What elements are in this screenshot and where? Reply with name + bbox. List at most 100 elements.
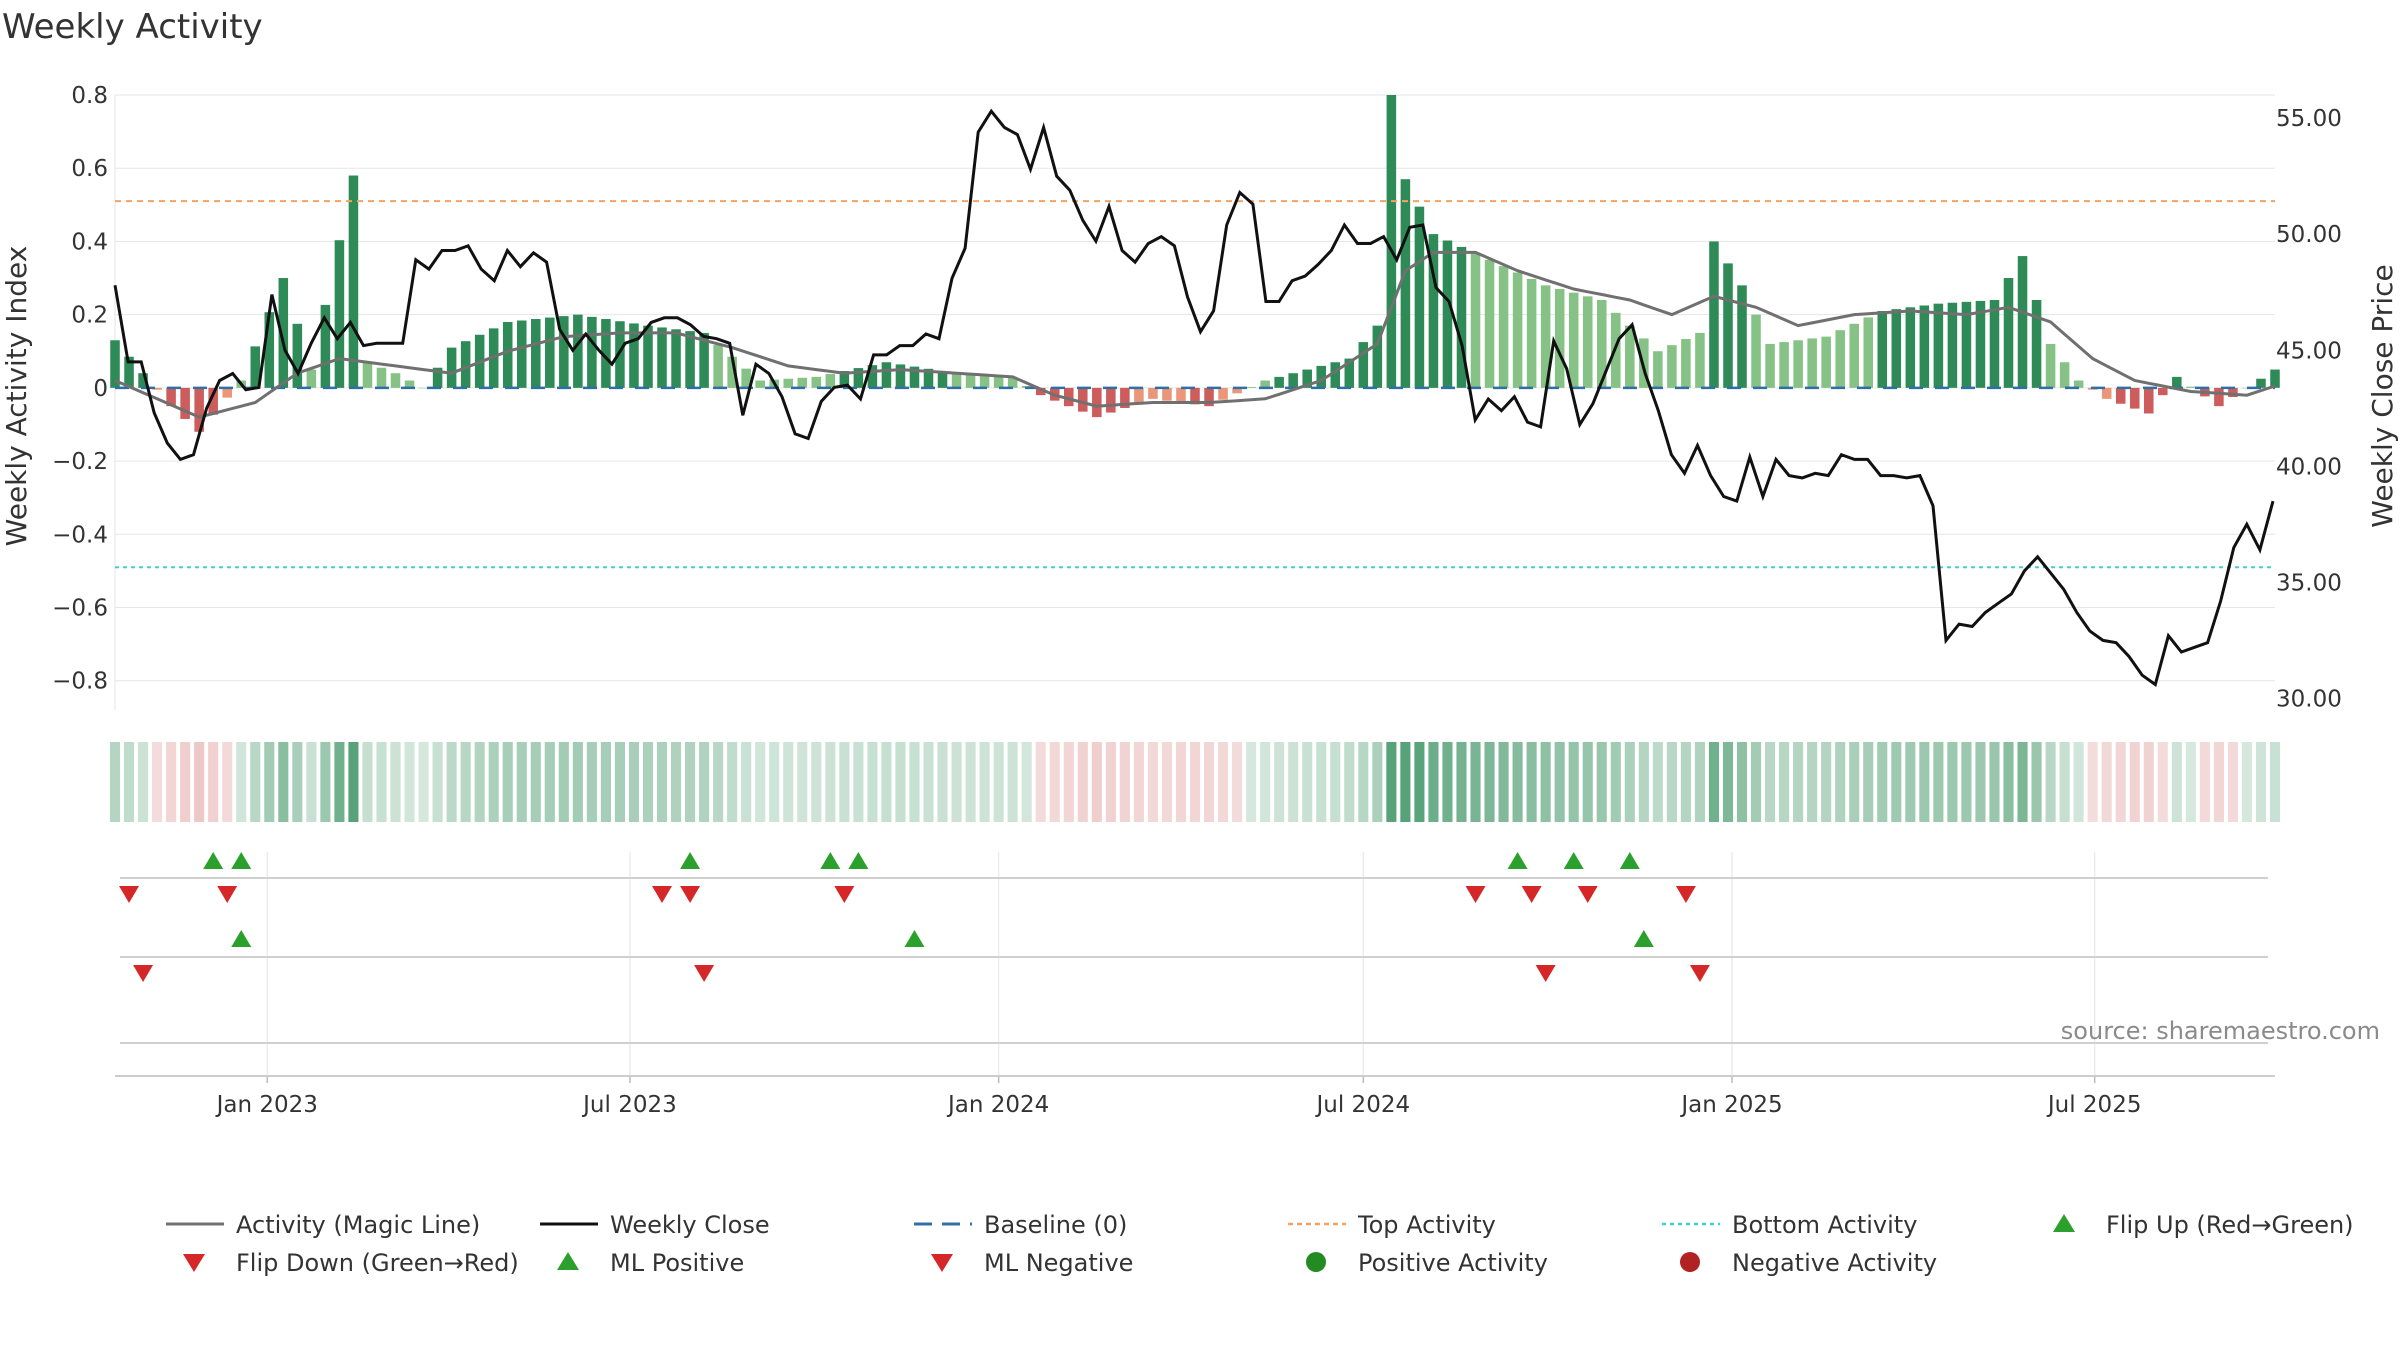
heat-strip-cell: [2087, 742, 2098, 822]
legend-label: Activity (Magic Line): [236, 1211, 480, 1239]
heat-strip-cell: [1793, 742, 1804, 822]
heat-strip-cell: [1021, 742, 1032, 822]
heat-strip-cell: [1877, 742, 1888, 822]
activity-bar: [1078, 387, 1088, 412]
heat-strip-cell: [208, 742, 219, 822]
heat-strip-cell: [1512, 742, 1523, 822]
heat-strip-cell: [1554, 742, 1565, 822]
activity-bar: [1667, 345, 1677, 388]
heat-strip-cell: [1105, 742, 1116, 822]
activity-bar: [460, 341, 471, 388]
activity-bar: [1162, 387, 1172, 401]
series-lines: [113, 108, 2276, 687]
activity-bar: [867, 365, 878, 388]
heat-strip-cell: [194, 742, 205, 822]
flip-down-marker: [1521, 886, 1542, 903]
ml-positive-marker: [904, 930, 925, 947]
heat-strip-cell: [1203, 742, 1215, 822]
heat-strip-cell: [1975, 742, 1986, 822]
x-axis: Jan 2023 Jul 2023 Jan 2024 Jul 2024 Jan 2025…: [115, 852, 2275, 1118]
heat-strip-cell: [1316, 742, 1327, 822]
activity-bar: [741, 368, 751, 388]
legend-label: Negative Activity: [1732, 1249, 1937, 1277]
left-y-tick-label: −0.4: [52, 522, 108, 548]
activity-bar: [1709, 241, 1719, 388]
heat-strip-cell: [699, 742, 710, 822]
activity-bar: [362, 362, 373, 388]
heat-strip-cell: [783, 742, 794, 822]
heat-strip-cell: [2129, 742, 2140, 822]
activity-bar: [1414, 206, 1425, 388]
activity-bar: [2003, 278, 2014, 388]
heat-strip-cell: [1288, 742, 1299, 822]
heat-strip-cell: [1147, 742, 1158, 822]
heat-strip-cell: [1246, 742, 1257, 822]
heat-strip-cell: [1119, 742, 1130, 822]
activity-bar: [965, 374, 976, 388]
heat-strip-cell: [1442, 742, 1453, 822]
magic-line: [114, 250, 2276, 419]
heat-strip-cell: [1624, 742, 1635, 822]
heat-strip-cell: [642, 742, 654, 822]
legend-swatch: [1306, 1252, 1326, 1272]
heat-strip-cell: [1905, 742, 1916, 822]
activity-bar: [264, 312, 275, 388]
activity-bar: [1330, 362, 1341, 388]
ml-negative-marker: [1689, 965, 1710, 982]
heat-strip-cell: [951, 742, 962, 822]
heat-strip-cell: [2003, 742, 2014, 822]
activity-bar: [2186, 386, 2196, 388]
activity-bar: [2158, 387, 2168, 396]
heat-strip-cell: [867, 742, 878, 822]
activity-bar: [1302, 369, 1312, 388]
heat-strip-cell: [2185, 742, 2196, 822]
legend-item-close: Weekly Close: [540, 1211, 770, 1239]
activity-bar: [1288, 373, 1298, 388]
ml-negative-marker: [694, 965, 715, 982]
heat-strip-cell: [1807, 742, 1818, 822]
heat-strip-cell: [362, 742, 373, 822]
heat-strip-cell: [685, 742, 696, 822]
heat-strip-cell: [1708, 742, 1720, 822]
heat-strip-cell: [1568, 742, 1579, 822]
flip-down-marker: [680, 886, 701, 903]
legend-label: Bottom Activity: [1732, 1211, 1917, 1239]
activity-bar: [895, 364, 906, 388]
activity-bar: [2214, 387, 2224, 407]
heat-strip-cell: [2031, 742, 2042, 822]
heat-strip-cell: [222, 742, 233, 822]
heat-strip-cell: [1961, 742, 1972, 822]
activity-bar: [1554, 289, 1565, 388]
heat-strip-cell: [2171, 742, 2182, 822]
activity-bar: [881, 362, 892, 388]
heat-strip-cell: [1498, 742, 1509, 822]
activity-bar: [2143, 387, 2154, 414]
legend-item-mlneg: ML Negative: [931, 1249, 1133, 1277]
activity-bar: [783, 378, 794, 388]
heat-strip-cell: [390, 742, 401, 822]
heat-strip-cell: [572, 742, 583, 822]
activity-bar: [1148, 387, 1158, 399]
heat-strip-cell: [2101, 742, 2112, 822]
activity-bar: [1596, 300, 1607, 388]
activity-bar: [2242, 387, 2252, 389]
activity-bar: [1793, 340, 1803, 388]
activity-bar: [1849, 323, 1859, 388]
event-markers: [119, 852, 1710, 982]
heat-strip-cell: [825, 742, 836, 822]
activity-bar: [2059, 362, 2070, 388]
heat-strip-cell: [628, 742, 640, 822]
activity-bar: [1989, 300, 2000, 388]
activity-bar: [825, 373, 836, 388]
heat-strip-cell: [2017, 742, 2028, 822]
activity-bar: [1120, 387, 1130, 408]
legend-swatch: [557, 1252, 579, 1270]
activity-bar: [1681, 339, 1691, 388]
activity-bar: [446, 347, 457, 388]
activity-bar: [1891, 309, 1902, 388]
heat-strip-cell: [138, 742, 149, 822]
activity-bar: [110, 340, 120, 388]
legend-item-mlpos: ML Positive: [557, 1249, 744, 1277]
legend-item-baseline: Baseline (0): [914, 1211, 1127, 1239]
activity-bar: [1498, 266, 1509, 388]
